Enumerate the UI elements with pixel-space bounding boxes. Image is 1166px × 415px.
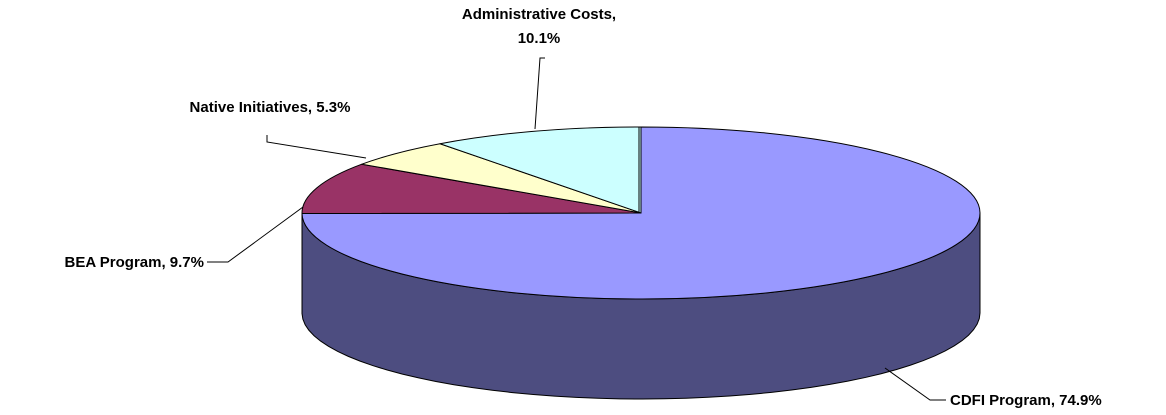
pie-tops <box>301 126 981 300</box>
label-cdfi-program: CDFI Program, 74.9% <box>950 392 1102 409</box>
label-bea-program: BEA Program, 9.7% <box>65 254 205 271</box>
slice-administrative-costs-top <box>439 126 642 214</box>
label-administrative-costs-line2: 10.1% <box>518 30 561 47</box>
slice-cdfi-program-top <box>301 126 981 300</box>
slice-bea-program-top <box>301 163 642 215</box>
label-administrative-costs-line1: Administrative Costs, <box>462 6 616 23</box>
slice-labels: CDFI Program, 74.9% BEA Program, 9.7% Na… <box>65 6 1102 409</box>
leader-line-native <box>266 135 367 159</box>
leader-line-admin <box>534 57 545 130</box>
leader-line-bea <box>207 206 304 263</box>
label-native-initiatives: Native Initiatives, 5.3% <box>190 99 351 116</box>
leader-lines <box>207 57 946 401</box>
leader-line-cdfi <box>884 367 946 401</box>
